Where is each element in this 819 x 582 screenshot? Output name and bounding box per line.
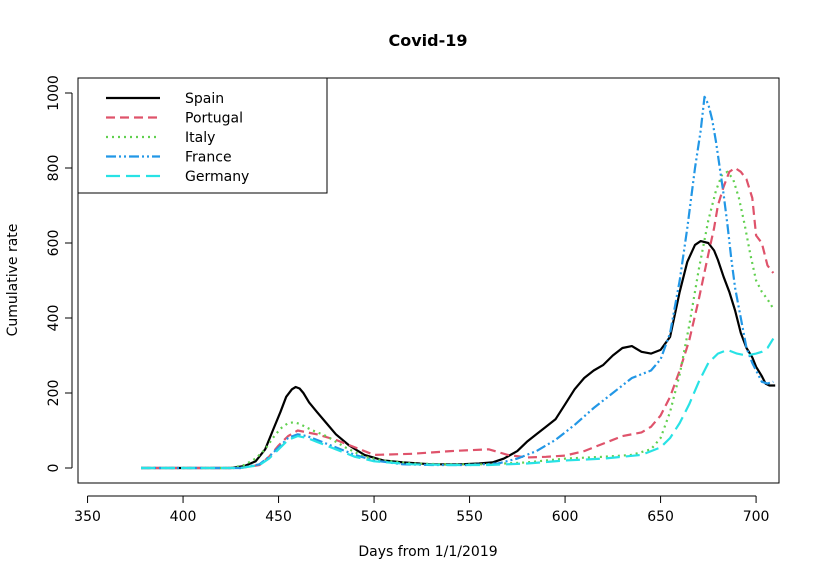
y-tick-label: 0 [46, 464, 62, 473]
series-line-spain [141, 240, 776, 470]
x-tick-label: 350 [74, 509, 101, 525]
y-axis-label: Cumulative rate [5, 224, 21, 337]
y-tick-label: 200 [46, 380, 62, 407]
legend-label-spain: Spain [185, 91, 224, 107]
y-tick-label: 600 [46, 230, 62, 257]
x-tick-label: 450 [265, 509, 292, 525]
series-line-portugal [141, 166, 775, 470]
x-tick-label: 400 [170, 509, 197, 525]
series-line-italy [141, 170, 775, 470]
x-tick-label: 700 [743, 509, 770, 525]
y-axis: 0 200 400 600 800 1000 [46, 75, 73, 473]
series-line-france [141, 95, 774, 470]
legend-label-italy: Italy [185, 130, 215, 146]
x-tick-label: 600 [552, 509, 579, 525]
x-tick-label: 650 [647, 509, 674, 525]
y-tick-label: 400 [46, 305, 62, 332]
y-tick-label: 800 [46, 155, 62, 182]
plot-frame [77, 77, 780, 484]
x-axis: 350 400 450 500 550 600 650 700 [74, 495, 770, 525]
legend: Spain Portugal Italy France Germany [77, 77, 328, 194]
legend-label-germany: Germany [185, 169, 249, 185]
x-axis-label: Days from 1/1/2019 [358, 544, 497, 560]
legend-label-france: France [185, 150, 232, 166]
legend-label-portugal: Portugal [185, 111, 243, 127]
x-tick-label: 500 [361, 509, 388, 525]
chart-title: Covid-19 [388, 31, 467, 50]
series-line-germany [141, 338, 775, 470]
series-layer [141, 95, 776, 470]
x-tick-label: 550 [456, 509, 483, 525]
y-tick-label: 1000 [46, 75, 62, 111]
